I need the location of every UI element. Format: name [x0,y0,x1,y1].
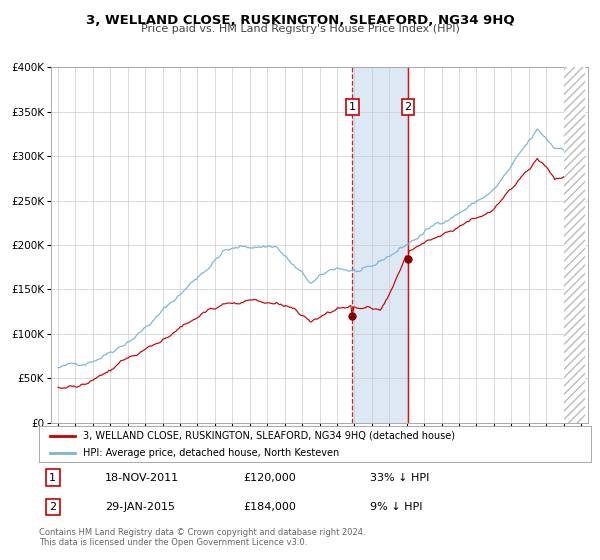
Text: 33% ↓ HPI: 33% ↓ HPI [370,473,430,483]
Text: HPI: Average price, detached house, North Kesteven: HPI: Average price, detached house, Nort… [83,448,340,458]
Text: 1: 1 [349,102,356,112]
Text: 9% ↓ HPI: 9% ↓ HPI [370,502,423,512]
Text: 3, WELLAND CLOSE, RUSKINGTON, SLEAFORD, NG34 9HQ: 3, WELLAND CLOSE, RUSKINGTON, SLEAFORD, … [86,14,514,27]
Text: 2: 2 [404,102,412,112]
Text: 2: 2 [49,502,56,512]
Text: 1: 1 [49,473,56,483]
Text: 29-JAN-2015: 29-JAN-2015 [105,502,175,512]
Bar [563,67,584,423]
Text: £184,000: £184,000 [243,502,296,512]
Text: £120,000: £120,000 [243,473,296,483]
Text: Price paid vs. HM Land Registry's House Price Index (HPI): Price paid vs. HM Land Registry's House … [140,24,460,34]
Bar [352,67,408,423]
Text: Contains HM Land Registry data © Crown copyright and database right 2024.
This d: Contains HM Land Registry data © Crown c… [39,528,365,547]
Text: 3, WELLAND CLOSE, RUSKINGTON, SLEAFORD, NG34 9HQ (detached house): 3, WELLAND CLOSE, RUSKINGTON, SLEAFORD, … [83,431,455,441]
Text: 18-NOV-2011: 18-NOV-2011 [105,473,179,483]
